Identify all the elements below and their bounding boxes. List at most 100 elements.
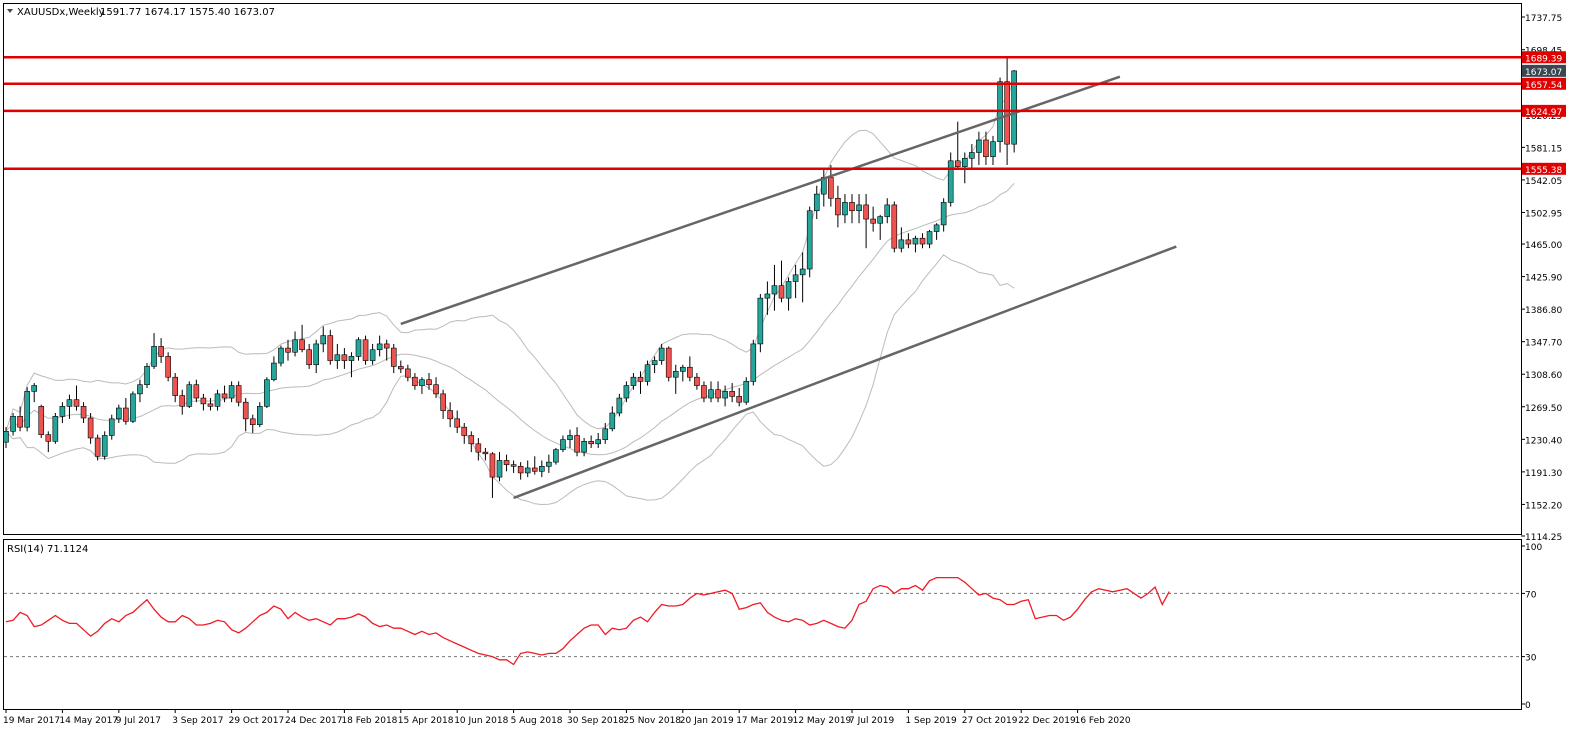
candle-bull (842, 202, 848, 216)
price-tick-label: 1465.00 (1525, 241, 1562, 251)
candle-bull (560, 439, 566, 450)
candle-bear (983, 139, 989, 157)
candle-bear (45, 434, 52, 442)
candle-bull (708, 389, 714, 399)
candle-bull (877, 216, 884, 224)
candle-bull (672, 371, 679, 378)
candle-bull (264, 379, 270, 407)
time-tick-label: 19 Mar 2017 (3, 716, 60, 726)
candle-bear (870, 218, 876, 224)
price-plot-area[interactable] (3, 56, 1522, 506)
candle-bear (327, 335, 334, 361)
candle-bull (616, 397, 623, 414)
candle-bull (679, 366, 686, 372)
candle-bear (447, 410, 453, 420)
candle-bear (482, 451, 489, 455)
rsi-plot-area[interactable] (4, 576, 1521, 666)
candle-bull (524, 467, 531, 474)
candle-bear (454, 418, 461, 428)
candle-bull (348, 356, 355, 361)
candle-bull (595, 439, 602, 445)
rsi-tick-label: 0 (1525, 701, 1531, 711)
candle-bull (278, 347, 284, 364)
candle-bear (665, 347, 672, 378)
candle-bull (969, 152, 975, 159)
candle-bear (475, 443, 482, 453)
candle-bull (912, 237, 919, 245)
candle-bull (602, 428, 609, 440)
candle-bear (299, 339, 305, 351)
price-tick-label: 1386.80 (1525, 306, 1562, 316)
candle-bull (256, 406, 263, 425)
candle-bear (412, 376, 418, 386)
candle-bull (313, 343, 320, 366)
candle-bull (334, 354, 341, 361)
candle-bear (531, 467, 538, 472)
candle-bull (990, 141, 996, 157)
candle-bull (292, 339, 298, 353)
candle-bear (341, 354, 348, 361)
level-price-tag-label: 1657.54 (1525, 81, 1562, 91)
candle-bull (101, 435, 108, 457)
candle-bull (926, 231, 933, 245)
candle-bull (898, 239, 905, 249)
trend-channel (400, 75, 1177, 500)
candle-bull (214, 393, 221, 407)
rsi-label: RSI(14) 71.1124 (7, 544, 88, 555)
candle-bull (355, 339, 362, 357)
candle-bear (637, 376, 644, 382)
candle-bear (835, 197, 841, 216)
time-tick-label: 25 Nov 2018 (623, 716, 681, 726)
candle-bear (38, 406, 45, 435)
candle-bear (433, 384, 439, 395)
candle-bear (306, 349, 312, 366)
candle-bull (186, 384, 193, 407)
candle-bear (736, 396, 743, 403)
candle-bear (235, 385, 242, 403)
rsi-tick-label: 70 (1525, 590, 1537, 600)
candle-bull (10, 416, 16, 432)
time-tick-label: 1 Sep 2019 (905, 716, 957, 726)
time-tick-label: 7 Jul 2019 (849, 716, 894, 726)
time-tick-label: 17 Mar 2019 (736, 716, 793, 726)
candle-bear (242, 401, 249, 420)
time-tick-label: 15 Apr 2018 (398, 716, 454, 726)
candle-bear (80, 406, 87, 419)
time-tick-label: 10 Jun 2018 (454, 716, 508, 726)
candle-bear (123, 407, 129, 422)
candlesticks (3, 57, 1017, 498)
level-price-tag-label: 1689.39 (1525, 54, 1562, 64)
level-price-tag-label: 1624.97 (1525, 108, 1562, 118)
bollinger-bands (5, 78, 1015, 506)
candle-bull (947, 160, 954, 203)
time-tick-label: 18 Feb 2018 (341, 716, 397, 726)
candle-bear (17, 416, 23, 428)
price-tick-label: 1502.95 (1525, 209, 1562, 219)
candle-bear (905, 239, 912, 245)
price-tick-label: 1269.50 (1525, 404, 1562, 414)
candle-bear (954, 160, 961, 167)
candle-bear (489, 453, 496, 478)
candle-bull (151, 346, 157, 367)
candle-bull (24, 391, 30, 428)
price-tick-label: 1542.05 (1525, 177, 1562, 187)
level-price-tag (1522, 77, 1566, 90)
candle-bull (806, 210, 813, 270)
level-price-tag (1522, 104, 1566, 117)
price-tick-label: 1581.15 (1525, 144, 1562, 154)
candle-bull (785, 281, 792, 299)
candle-bull (108, 418, 115, 436)
collapse-triangle-icon[interactable] (7, 9, 13, 13)
candle-bull (419, 379, 425, 386)
price-tick-label: 1191.30 (1525, 469, 1562, 479)
price-tick-label: 1425.90 (1525, 274, 1562, 284)
time-tick-label: 24 Dec 2017 (285, 716, 343, 726)
candle-bull (764, 293, 771, 299)
candle-bull (651, 360, 658, 366)
candle-bear (828, 177, 834, 199)
candle-bear (687, 366, 693, 378)
candle-bull (976, 139, 982, 153)
time-tick-label: 22 Dec 2019 (1018, 716, 1076, 726)
